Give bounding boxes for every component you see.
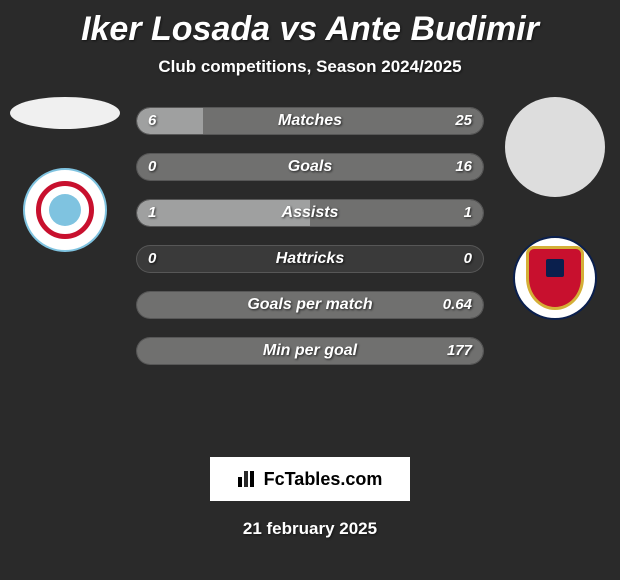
player-face-right (505, 97, 605, 197)
stat-label: Assists (136, 199, 484, 227)
stat-row: Goals0 16 (136, 153, 484, 181)
date-label: 21 february 2025 (0, 519, 620, 539)
stat-label: Matches (136, 107, 484, 135)
stat-label: Min per goal (136, 337, 484, 365)
stat-value-right: 177 (447, 337, 472, 365)
stat-row: Min per goal177 (136, 337, 484, 365)
club-logo-left (23, 168, 107, 252)
stat-value-right: 0.64 (443, 291, 472, 319)
page-title: Iker Losada vs Ante Budimir (0, 0, 620, 49)
comparison-body: Matches625Goals016Assists11Hattricks00Go… (0, 97, 620, 447)
stat-value-right: 0 (464, 245, 472, 273)
stat-value-left: 6 (148, 107, 156, 135)
stat-row: Assists1 1 (136, 199, 484, 227)
stat-label: Hattricks (136, 245, 484, 273)
stat-value-right: 25 (455, 107, 472, 135)
stat-value-left: 1 (148, 199, 156, 227)
right-player-column (490, 97, 620, 320)
stat-label: Goals (136, 153, 484, 181)
footer-brand-logo: FcTables.com (210, 457, 410, 501)
left-player-column (0, 97, 130, 252)
stat-value-left: 0 (148, 245, 156, 273)
player-face-left (10, 97, 120, 129)
stat-label: Goals per match (136, 291, 484, 319)
subtitle: Club competitions, Season 2024/2025 (0, 57, 620, 77)
stat-value-left: 0 (148, 153, 156, 181)
stat-row: Hattricks0 0 (136, 245, 484, 273)
stat-bars: Matches625Goals016Assists11Hattricks00Go… (136, 107, 484, 383)
club-logo-right (513, 236, 597, 320)
stat-value-right: 1 (464, 199, 472, 227)
footer-brand-text: FcTables.com (264, 469, 383, 490)
stat-value-right: 16 (455, 153, 472, 181)
stat-row: Goals per match0.64 (136, 291, 484, 319)
stat-row: Matches6 25 (136, 107, 484, 135)
bar-chart-icon (238, 471, 258, 487)
